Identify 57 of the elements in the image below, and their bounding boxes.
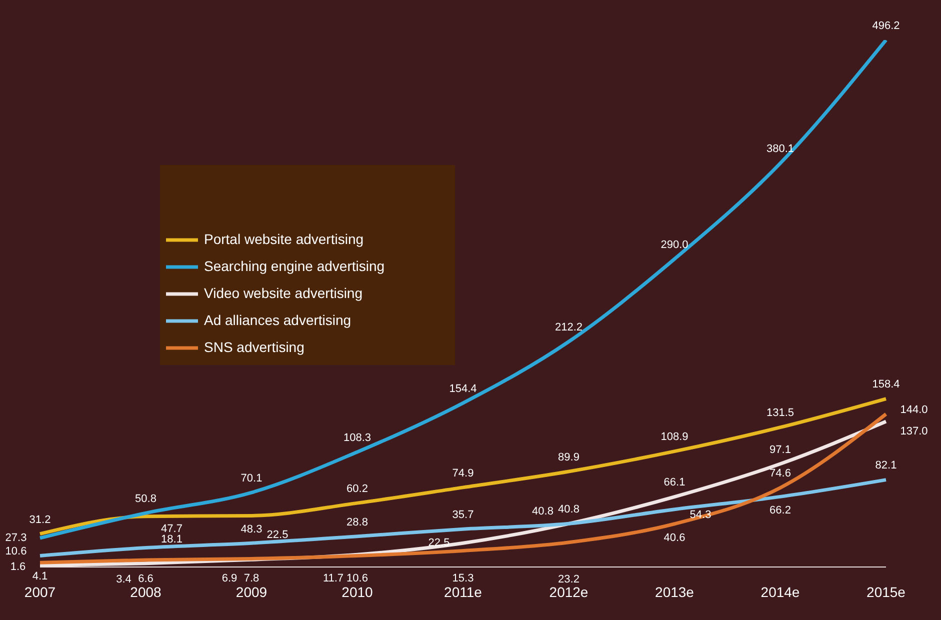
x-tick-label: 2011e xyxy=(444,584,482,600)
data-label: 131.5 xyxy=(766,407,794,420)
data-label: 74.6 xyxy=(770,468,791,480)
data-label: 50.8 xyxy=(135,492,156,505)
data-label: 496.2 xyxy=(872,20,900,32)
data-label: 60.2 xyxy=(346,482,368,495)
data-label: 27.3 xyxy=(5,532,27,544)
data-label: 40.6 xyxy=(664,532,686,544)
data-label: 31.2 xyxy=(29,514,51,526)
x-tick-label: 2010 xyxy=(342,584,374,600)
x-tick-label: 2012e xyxy=(549,584,588,600)
data-label: 15.3 xyxy=(452,572,474,585)
data-label: 6.6 xyxy=(138,572,154,585)
data-label: 28.8 xyxy=(346,516,368,528)
legend-label: Portal website advertising xyxy=(204,230,364,246)
data-label: 144.0 xyxy=(900,404,928,416)
data-label: 6.9 xyxy=(222,572,238,585)
data-label: 212.2 xyxy=(554,322,583,334)
data-label: 66.2 xyxy=(770,504,791,517)
data-label: 18.1 xyxy=(161,534,182,546)
data-label: 10.6 xyxy=(5,546,27,558)
data-label: 66.1 xyxy=(664,476,686,489)
data-label: 23.2 xyxy=(558,573,580,586)
x-tick-label: 2014e xyxy=(760,584,800,600)
data-label: 4.1 xyxy=(32,570,48,583)
legend-label: SNS advertising xyxy=(204,338,304,354)
x-tick-label: 2013e xyxy=(655,584,694,600)
data-label: 1.6 xyxy=(10,561,26,574)
x-tick-label: 2015e xyxy=(866,584,906,600)
x-tick-label: 2007 xyxy=(24,584,56,600)
x-tick-label: 2009 xyxy=(236,584,268,600)
legend-label: Searching engine advertising xyxy=(204,258,385,274)
data-label: 158.4 xyxy=(872,378,900,391)
data-label: 22.5 xyxy=(266,529,288,542)
data-label: 290.0 xyxy=(660,238,688,251)
data-label: 108.3 xyxy=(343,432,372,444)
data-label: 7.8 xyxy=(244,572,260,585)
data-label: 97.1 xyxy=(770,444,791,456)
data-label: 10.6 xyxy=(346,572,368,585)
data-label: 154.4 xyxy=(449,382,477,395)
legend-label: Video website advertising xyxy=(204,284,363,300)
data-label: 70.1 xyxy=(240,472,262,484)
data-label: 3.4 xyxy=(116,573,132,586)
data-label: 11.7 xyxy=(322,572,344,584)
data-label: 54.3 xyxy=(690,509,712,522)
data-label: 108.9 xyxy=(660,431,688,444)
data-label: 74.9 xyxy=(452,467,474,480)
legend-label: Ad alliances advertising xyxy=(204,312,352,328)
data-label: 47.7 xyxy=(161,523,182,536)
data-label: 48.3 xyxy=(240,524,262,536)
data-label: 82.1 xyxy=(875,460,897,472)
data-label: 35.7 xyxy=(452,508,474,521)
data-label: 40.8 xyxy=(532,506,554,518)
data-label: 89.9 xyxy=(558,451,580,464)
data-label: 40.8 xyxy=(558,504,580,516)
data-label: 137.0 xyxy=(900,425,928,438)
x-tick-label: 2008 xyxy=(130,584,162,600)
